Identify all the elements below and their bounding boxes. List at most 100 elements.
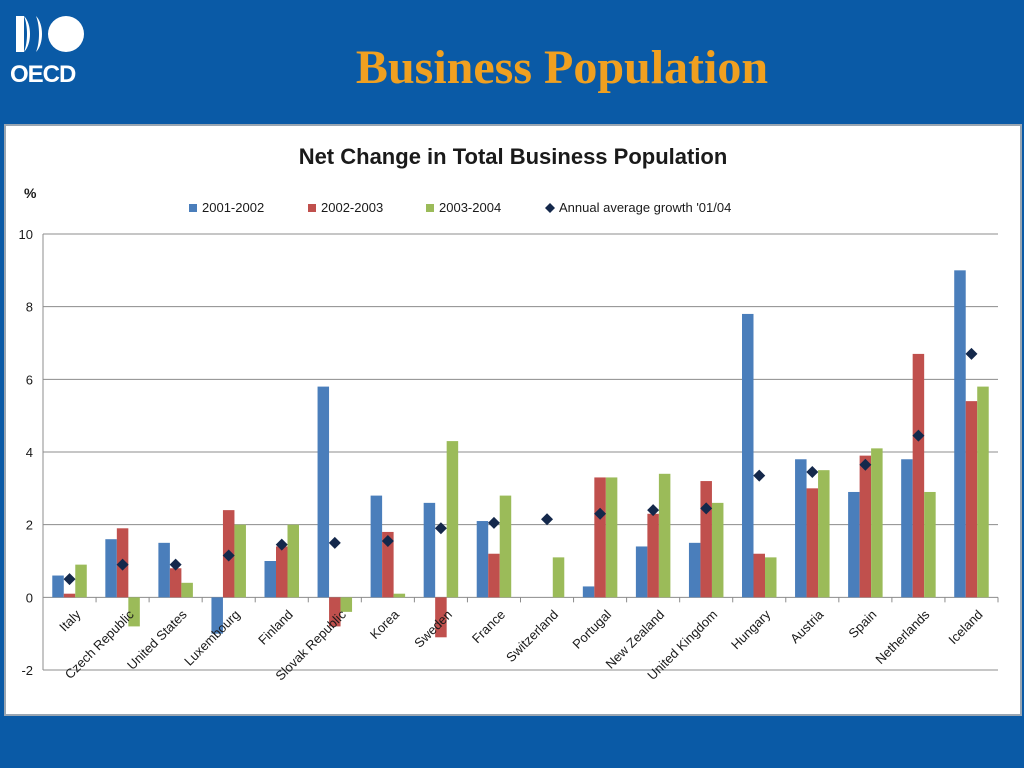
bar [765, 557, 777, 598]
legend-label: 2002-2003 [321, 200, 383, 215]
bar [901, 459, 913, 598]
marker-point [63, 573, 76, 586]
chart: Net Change in Total Business Population … [19, 144, 999, 683]
marker-point [541, 513, 554, 526]
bar [169, 568, 182, 598]
logo-text: OECD [10, 61, 76, 88]
bar [382, 531, 394, 598]
marker-point [700, 502, 713, 515]
legend-label: 2001-2002 [202, 200, 264, 215]
y-tick-label: 6 [26, 372, 33, 387]
y-tick-label: 0 [26, 590, 33, 605]
bar [276, 546, 288, 598]
grid [42, 233, 999, 671]
marker-point [434, 522, 447, 535]
bar [264, 561, 276, 598]
oecd-logo [16, 16, 84, 52]
bar [977, 386, 989, 598]
bar [848, 491, 860, 598]
legend-label: Annual average growth '01/04 [559, 200, 731, 215]
bar [52, 575, 64, 598]
bar [435, 597, 447, 638]
slide-title: Business Population [355, 41, 769, 94]
bar [965, 401, 978, 598]
x-tick-label: Portugal [569, 607, 614, 652]
marker-point [169, 558, 182, 571]
x-tick-label: Korea [367, 606, 403, 642]
bar [499, 495, 512, 598]
chart-title: Net Change in Total Business Population [299, 144, 728, 169]
bar [317, 386, 330, 598]
marker-point [116, 558, 129, 571]
bar [859, 455, 872, 598]
bar [711, 502, 724, 598]
marker-point [647, 504, 660, 517]
header-band: OECD Business Population [0, 0, 1024, 123]
y-tick-label: 4 [26, 445, 33, 460]
marker-point [381, 535, 394, 548]
marker-point [487, 516, 500, 529]
bar [753, 553, 765, 598]
y-tick-label: 10 [19, 227, 33, 242]
x-tick-label: Netherlands [872, 607, 933, 668]
bar [370, 495, 383, 598]
marker-point [859, 458, 872, 471]
x-tick-label: France [469, 607, 508, 646]
bar [181, 582, 193, 598]
bar [954, 270, 966, 598]
x-tick-label: Spain [845, 607, 879, 641]
x-tick-label: Austria [787, 606, 827, 646]
x-tick-label: Finland [255, 607, 296, 648]
bar [340, 597, 353, 612]
bar [63, 593, 76, 598]
bar [128, 597, 140, 627]
bar [75, 564, 87, 598]
bar [635, 546, 648, 598]
bar [329, 597, 341, 627]
marker-point [222, 549, 235, 562]
bar [105, 539, 117, 598]
y-axis-label: % [24, 185, 37, 201]
y-tick-label: 2 [26, 518, 33, 533]
legend-swatch [426, 204, 434, 212]
x-tick-label: Hungary [728, 606, 774, 652]
x-tick-label: Switzerland [503, 607, 561, 665]
legend-swatch [308, 204, 316, 212]
footer-band [0, 716, 1024, 768]
bar [658, 473, 671, 598]
marker-point [806, 465, 819, 478]
y-tick-label: 8 [26, 300, 33, 315]
marker-point [912, 429, 925, 442]
y-tick-label: -2 [21, 663, 33, 678]
bar [647, 513, 659, 598]
bar [287, 524, 299, 598]
bar [211, 597, 223, 634]
bar [912, 353, 925, 598]
bar [818, 470, 830, 598]
bar [688, 542, 701, 598]
marker-point [753, 469, 766, 482]
chart-panel: Net Change in Total Business Population … [4, 124, 1022, 716]
bar [742, 313, 754, 598]
marker-point [594, 507, 607, 520]
legend-swatch [189, 204, 197, 212]
x-tick-label: Sweden [411, 607, 455, 651]
legend: 2001-2002 2002-2003 2003-2004 Annual averag… [189, 200, 731, 215]
bar [582, 586, 595, 598]
bar [605, 477, 618, 598]
bars [52, 270, 989, 638]
bar [806, 488, 819, 598]
markers [63, 347, 978, 586]
legend-swatch [545, 203, 555, 213]
bar [158, 542, 170, 598]
bar [871, 448, 883, 598]
x-tick-label: Italy [56, 606, 84, 634]
y-axis: -2 0 2 4 6 8 10 [19, 227, 44, 678]
bar [795, 459, 807, 598]
marker-point [275, 538, 288, 551]
legend-label: 2003-2004 [439, 200, 501, 215]
bar [423, 502, 436, 598]
bar [594, 477, 606, 598]
bar [700, 481, 712, 598]
